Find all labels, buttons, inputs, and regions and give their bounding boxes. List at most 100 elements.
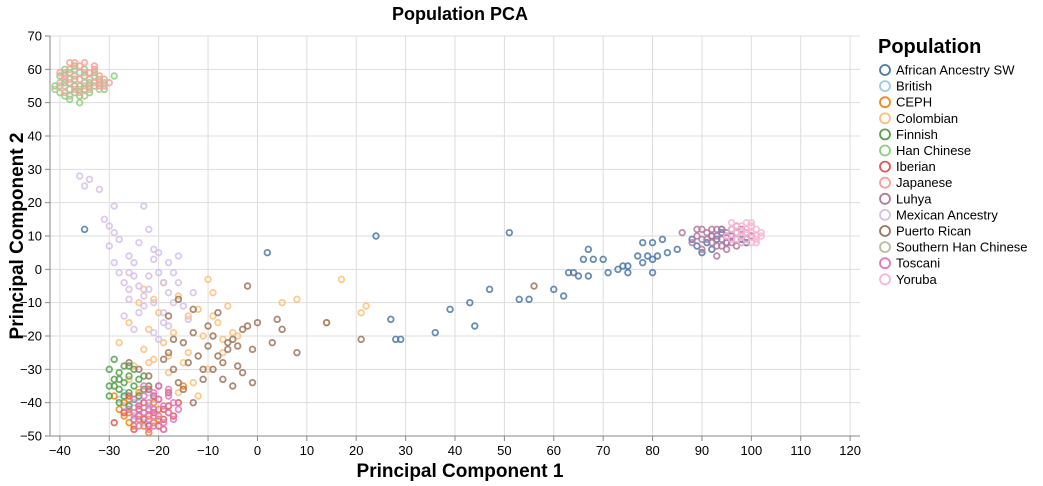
data-point	[189, 288, 197, 297]
data-point	[145, 325, 153, 334]
data-point	[150, 422, 158, 430]
legend: Population African Ancestry SWBritishCEP…	[878, 36, 1028, 287]
data-point	[130, 272, 138, 280]
data-point	[169, 398, 178, 407]
data-point	[248, 345, 257, 354]
data-point	[559, 292, 568, 300]
data-point	[737, 238, 746, 247]
data-point	[120, 278, 128, 287]
data-point	[396, 335, 405, 344]
x-tick-label: 60	[547, 443, 561, 458]
data-point	[485, 285, 494, 294]
data-point	[169, 335, 178, 344]
data-point	[125, 402, 133, 410]
data-point	[110, 72, 118, 80]
data-point	[164, 352, 173, 360]
data-point	[159, 425, 168, 434]
data-point	[219, 348, 227, 357]
data-point	[130, 325, 138, 334]
data-point	[75, 68, 84, 77]
legend-label: Han Chinese	[896, 143, 971, 158]
y-tick-label: −40	[20, 395, 42, 410]
data-point	[372, 232, 380, 240]
legend-label: Toscani	[896, 256, 940, 271]
data-point	[75, 98, 84, 107]
x-tick-label: 10	[300, 443, 314, 458]
data-point	[169, 415, 178, 424]
data-point	[648, 255, 657, 264]
legend-label: Japanese	[896, 175, 952, 190]
data-point	[752, 225, 760, 234]
data-point	[61, 72, 69, 80]
data-point	[752, 235, 760, 244]
data-point	[199, 365, 207, 374]
data-point	[604, 268, 612, 277]
data-point	[229, 335, 237, 344]
data-point	[713, 252, 721, 260]
data-point	[105, 222, 113, 230]
x-tick-label: 30	[398, 443, 412, 458]
data-point	[693, 225, 701, 234]
data-point	[703, 235, 711, 244]
data-point	[145, 372, 153, 380]
data-point	[638, 258, 647, 267]
data-point	[708, 232, 716, 240]
data-point	[110, 355, 118, 364]
data-point	[752, 238, 760, 247]
data-point	[130, 395, 138, 404]
data-point	[505, 228, 514, 237]
data-point	[66, 78, 74, 87]
data-point	[164, 368, 173, 377]
data-point	[70, 82, 79, 90]
data-point	[698, 248, 706, 257]
data-point	[125, 285, 133, 294]
data-point	[174, 252, 183, 260]
data-point	[90, 65, 99, 74]
data-point	[159, 355, 168, 364]
data-point	[624, 268, 632, 277]
data-point	[229, 382, 237, 390]
data-point	[66, 75, 74, 84]
data-point	[120, 408, 128, 417]
x-tick-label: −40	[49, 443, 71, 458]
data-point	[75, 75, 84, 84]
data-point	[145, 285, 153, 294]
data-point	[357, 335, 365, 344]
data-point	[164, 288, 173, 297]
y-tick-label: 20	[28, 195, 42, 210]
data-point	[85, 75, 94, 84]
data-point	[525, 295, 533, 304]
data-point	[150, 388, 158, 397]
data-point	[727, 218, 736, 227]
series-group	[56, 58, 113, 97]
data-point	[727, 238, 736, 247]
data-point	[95, 185, 104, 194]
data-point	[125, 295, 133, 304]
x-tick-label: 110	[790, 443, 811, 458]
data-point	[199, 375, 207, 384]
data-point	[209, 332, 217, 340]
data-point	[75, 85, 84, 94]
data-point	[643, 252, 652, 260]
data-point	[145, 402, 153, 410]
data-point	[184, 315, 192, 324]
data-point	[362, 302, 370, 310]
data-point	[278, 298, 286, 307]
data-point	[263, 248, 272, 257]
data-point	[708, 238, 716, 247]
x-tick-label: −20	[148, 443, 170, 458]
data-point	[169, 328, 178, 337]
data-point	[757, 232, 765, 240]
data-point	[125, 318, 133, 327]
data-point	[115, 385, 123, 394]
data-point	[110, 228, 118, 237]
data-point	[550, 285, 558, 294]
x-tick-label: 100	[740, 443, 762, 458]
legend-symbol	[879, 176, 891, 189]
data-point	[703, 228, 711, 237]
data-point	[169, 365, 178, 374]
data-point	[742, 235, 751, 244]
data-point	[466, 298, 474, 307]
data-point	[66, 92, 74, 100]
data-point	[471, 322, 479, 330]
